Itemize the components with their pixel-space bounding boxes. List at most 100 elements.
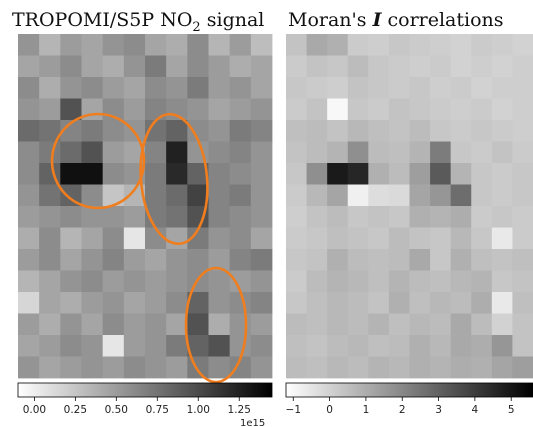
heatmap-cell [471,98,493,121]
heatmap-cell [39,184,61,207]
heatmap-cell [81,249,104,271]
hotspot-ellipse-3 [184,266,248,384]
heatmap-cell [81,163,104,185]
hotspot-ellipse-2 [139,112,209,246]
heatmap-cell [250,98,273,121]
heatmap-cell [327,227,349,250]
heatmap-cell [208,184,231,207]
heatmap-cell [229,227,252,250]
heatmap-cell [512,356,533,379]
heatmap-cell [250,141,273,164]
colorbar-tick-label: 0.50 [105,404,128,416]
heatmap-cell [18,356,40,379]
heatmap-cell [327,141,349,164]
heatmap-cell [327,292,349,314]
colorbar-tick-label: 0.75 [146,404,169,416]
heatmap-cell [409,206,431,228]
heatmap-cell [102,206,125,228]
heatmap-cell [491,34,513,56]
colorbar-tick-label: 0.25 [64,404,87,416]
heatmap-cell [450,55,472,78]
heatmap-cell [368,292,390,314]
colorbar-tick-label: 0 [326,404,333,416]
heatmap-cell [81,292,104,314]
heatmap-cell [430,356,452,379]
heatmap-cell [430,163,452,185]
heatmap-cell [81,184,104,207]
heatmap-cell [145,313,167,336]
heatmap-cell [491,227,513,250]
heatmap-cell [286,184,307,207]
heatmap-cell [512,141,533,164]
heatmap-cell [187,77,209,99]
right-title: Moran's I correlations [288,9,504,31]
heatmap-cell [187,163,209,185]
heatmap-cell [430,249,452,271]
heatmap-cell [450,335,472,357]
heatmap-cell [102,184,125,207]
heatmap-cell [250,292,273,314]
hotspot-ellipses [50,112,248,384]
heatmap-cell [123,292,146,314]
heatmap-cell [39,249,61,271]
heatmap-cell [512,206,533,228]
heatmap-cell [286,249,307,271]
heatmap-cell [166,270,188,293]
heatmap-cell [471,292,493,314]
heatmap-cell [430,206,452,228]
heatmap-cell [430,98,452,121]
heatmap-cell [512,98,533,121]
heatmap-cell [471,141,493,164]
heatmap-cell [39,292,61,314]
heatmap-cell [145,227,167,250]
heatmap-cell [286,98,307,121]
heatmap-cell [166,77,188,99]
heatmap-cell [145,55,167,78]
heatmap-cell [208,335,231,357]
heatmap-cell [208,292,231,314]
heatmap-cell [229,313,252,336]
heatmap-cell [327,356,349,379]
heatmap-cell [18,270,40,293]
heatmap-cell [102,55,125,78]
heatmap-cell [123,313,146,336]
heatmap-cell [60,141,82,164]
heatmap-cell [347,77,369,99]
heatmap-cell [39,206,61,228]
heatmap-cell [430,292,452,314]
heatmap-cell [347,55,369,78]
heatmap-cell [327,120,349,142]
heatmap-cell [60,292,82,314]
heatmap-cell [123,184,146,207]
heatmap-cell [409,227,431,250]
heatmap-cell [187,356,209,379]
heatmap-cell [81,120,104,142]
heatmap-cell [306,356,328,379]
heatmap-cell [145,141,167,164]
heatmap-cell [166,292,188,314]
heatmap-cell [368,249,390,271]
heatmap-cell [187,98,209,121]
heatmap-cell [450,270,472,293]
heatmap-cell [388,335,410,357]
heatmap-cell [102,141,125,164]
heatmap-cell [491,313,513,336]
heatmap-cell [512,184,533,207]
heatmap-cell [347,270,369,293]
heatmap-cell [388,270,410,293]
heatmap-cell [306,120,328,142]
heatmap-cell [166,120,188,142]
heatmap-cell [471,356,493,379]
heatmap-cell [368,335,390,357]
heatmap-cell [388,313,410,336]
heatmap-cell [491,356,513,379]
colorbar-tick-label: 1 [363,404,370,416]
heatmap-cell [18,313,40,336]
heatmap-cell [39,356,61,379]
heatmap-cell [450,141,472,164]
heatmap-cell [450,120,472,142]
heatmap-cell [229,34,252,56]
heatmap-cell [409,270,431,293]
heatmap-cell [450,77,472,99]
heatmap-cell [145,34,167,56]
